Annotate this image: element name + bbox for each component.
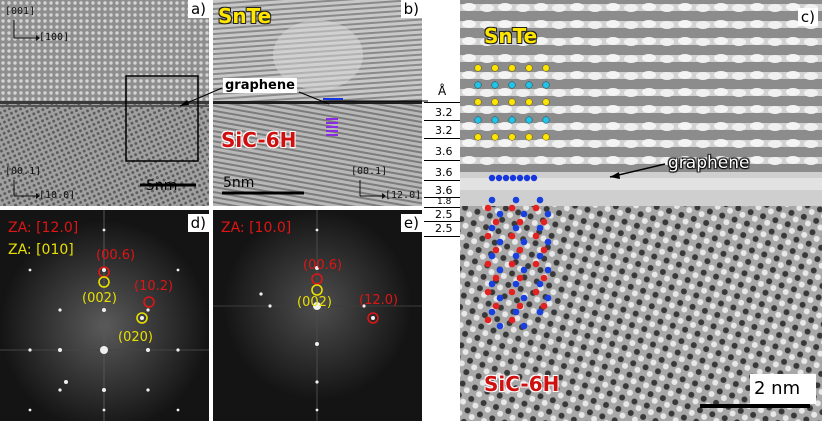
scale-bar-label: 2 nm [754, 378, 801, 399]
panel-c-label: c) [797, 8, 818, 26]
zone-axis-red: ZA: [12.0] [8, 220, 79, 236]
panel-b: b) SnTe SiC-6H graphene 5nm [00.1] [12.0… [213, 0, 422, 206]
graphene-leader-line [179, 87, 223, 107]
zone-axis-yellow: ZA: [010] [8, 242, 74, 258]
spacing-value: 3.6 [435, 184, 453, 197]
atomic-model-graphene [488, 174, 538, 182]
panel-e-label: e) [400, 214, 422, 232]
spot-label: (10.2) [134, 279, 174, 294]
atomic-model-sic [484, 196, 552, 330]
axis-up-label: [001] [5, 6, 36, 17]
ruler-tick [424, 102, 460, 103]
zone-axis-red: ZA: [10.0] [221, 220, 292, 236]
spot-label: (002) [297, 295, 332, 310]
spacing-value: 3.6 [435, 145, 453, 158]
connector-line [320, 100, 428, 102]
spacing-value: 3.2 [435, 106, 453, 119]
panel-c: c) SnTe SiC-6H graphene 2 nm [460, 0, 822, 421]
axis-up-label: [00.1] [5, 166, 42, 177]
spot-label: (00.6) [96, 248, 136, 263]
lattice-markers [326, 118, 338, 136]
spacing-value: 2.5 [435, 208, 453, 221]
spacing-unit: Å [438, 84, 447, 98]
spot-label: (12.0) [359, 293, 399, 308]
atomic-model-snte [474, 64, 550, 141]
ruler-tick [424, 160, 460, 161]
ruler-tick [424, 138, 460, 139]
ruler-tick [424, 221, 460, 222]
spot-label: (002) [82, 291, 117, 306]
panel-b-label: b) [400, 0, 422, 18]
panel-d: d) ZA: [12.0] ZA: [010] (00.6) (10.2) (0… [0, 210, 209, 421]
panel-a: a) [001] [100] [00.1] [10.0] 5nm [0, 0, 209, 206]
material-label-sic: SiC-6H [221, 128, 297, 152]
scale-bar-label: 5nm [146, 178, 178, 194]
spacing-value: 2.5 [435, 222, 453, 235]
ruler-tick [424, 180, 460, 181]
graphene-annotation: graphene [668, 153, 750, 173]
spacing-value: 3.2 [435, 124, 453, 137]
axis-indicator-bottom: [00.1] [10.0] [5, 166, 75, 202]
spot-label: (00.6) [303, 258, 343, 273]
axis-indicator: [00.1] [12.0] [351, 166, 421, 202]
axis-up-label: [00.1] [351, 166, 388, 177]
diffraction-spots [28, 228, 180, 412]
material-label-snte: SnTe [484, 24, 538, 48]
axis-right-label: [10.0] [39, 190, 76, 201]
scale-bar-label: 5nm [223, 175, 255, 191]
spot-label: (020) [118, 330, 153, 345]
panel-e: e) ZA: [10.0] (00.6) (002) (12.0) [213, 210, 422, 421]
layer-spacing-ruler: Å 3.2 3.2 3.6 3.6 3.6 1.8 2.5 2.5 [424, 84, 460, 238]
ruler-tick [424, 197, 460, 198]
axis-indicator-top: [001] [100] [5, 6, 69, 43]
diffraction-spots [259, 228, 375, 412]
graphene-annotation: graphene [223, 78, 297, 93]
axis-right-label: [12.0] [385, 190, 422, 201]
material-label-snte: SnTe [218, 4, 272, 28]
ruler-tick [424, 207, 460, 208]
ruler-tick [424, 236, 460, 237]
panel-d-label: d) [187, 214, 209, 232]
axis-right-label: [100] [39, 32, 70, 43]
spacing-value: 1.8 [437, 197, 452, 207]
spacing-value: 3.6 [435, 166, 453, 179]
panel-a-label: a) [187, 0, 209, 18]
ruler-tick [424, 120, 460, 121]
material-label-sic: SiC-6H [484, 372, 560, 396]
zoom-box [125, 75, 199, 162]
